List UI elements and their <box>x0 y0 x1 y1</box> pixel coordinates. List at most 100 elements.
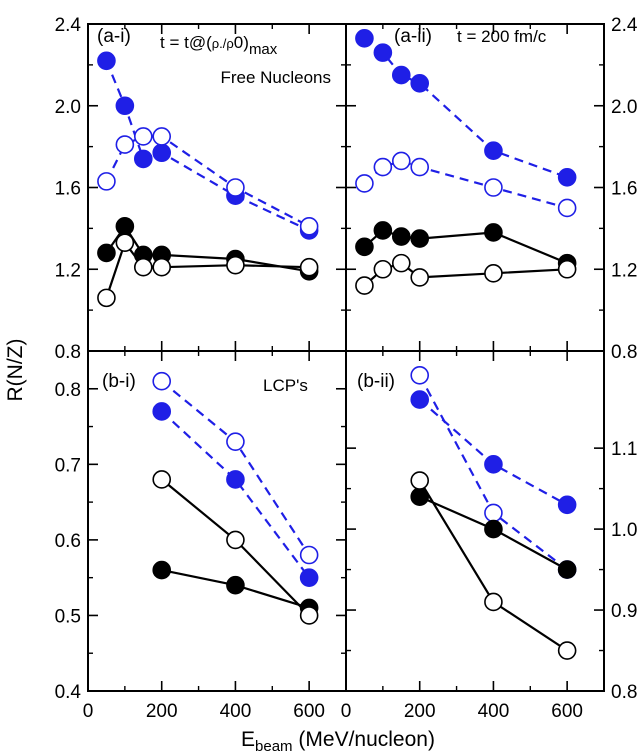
panel-a-ii-time-label: t = 200 fm/c <box>457 27 547 46</box>
panel-a-i-time-rho0: /ρ <box>223 36 234 51</box>
panel-a-i-series-3-point-0 <box>97 288 116 308</box>
panel-a-i-ytick-label-2: 1.6 <box>55 179 81 200</box>
panel-b-ii-series-2-point-0 <box>410 487 430 507</box>
panel-b-i-ytick-label-0: 0.4 <box>55 682 82 703</box>
panel-a-i-series-1-point-3 <box>152 127 172 146</box>
panel-a-ii-series-3-point-1 <box>373 259 393 279</box>
panel-b-i-series-0-line <box>160 410 310 579</box>
panel-a-i-series-1-point-5 <box>299 217 319 236</box>
panel-b-i-series-2-point-0 <box>152 560 172 580</box>
panel-a-ii-ytick-label-3: 2.0 <box>611 97 637 118</box>
panel-b-i-ytick-label-3: 0.7 <box>55 455 81 476</box>
panel-a-ii-series-1-point-0 <box>355 174 374 193</box>
panel-a-i-ytick-label-0: 0.8 <box>55 342 81 363</box>
panel-a-ii-ytick-label-2: 1.6 <box>611 179 637 200</box>
panel-a-i-series-3-point-1 <box>115 233 135 252</box>
panel-a-i-time-mid: . <box>219 36 223 51</box>
panel-a-i-series-3-point-2 <box>133 257 153 277</box>
panel-b-i: 0 200 400 600 0.4 0.5 0.6 0.7 0.8 <box>55 350 347 722</box>
panel-a-ii-series-3-point-5 <box>557 259 577 279</box>
panel-b-ii-frame <box>345 350 605 692</box>
panel-b-i-series-0-point-0 <box>152 402 172 421</box>
panel-a-i-time-pre: t = t@( <box>160 33 212 52</box>
panel-a-ii-series-3-point-4 <box>484 264 503 283</box>
panel-a-i-series-0-point-1 <box>115 96 135 116</box>
panel-a-ii-series-1-point-1 <box>373 157 393 177</box>
panel-b-ii-series-3-point-0 <box>410 471 430 490</box>
panel-b-ii-series-2-point-2 <box>557 560 577 579</box>
panel-b-ii-ytick-label-1: 0.9 <box>611 601 637 622</box>
panel-a-ii-series-0-point-3 <box>410 73 430 93</box>
panel-b-ii-ytick-label-3: 1.1 <box>611 439 637 460</box>
panel-a-ii-ytick-label-4: 2.4 <box>611 15 637 36</box>
panel-b-i-label: LCP's <box>263 376 308 395</box>
panel-b-ii: 0 200 400 600 0.8 0.9 1.0 1.1 <box>341 350 637 722</box>
panel-a-i-ytick-label-3: 2.0 <box>55 97 81 118</box>
panel-b-ii-ytick-label-0: 0.8 <box>611 682 637 703</box>
panel-a-ii-frame <box>345 23 605 352</box>
panel-a-i-series-2-point-1 <box>115 217 135 236</box>
panel-b-ii-series-0-point-1 <box>484 455 503 474</box>
panel-b-i-series-1-point-1 <box>226 432 245 451</box>
panel-b-i-series-1-point-0 <box>152 371 172 391</box>
panel-a-i-time-sub: max <box>249 41 278 58</box>
panel-a-ii-ytick-label-0: 0.8 <box>611 342 637 363</box>
panel-a-i-ytick-label-1: 1.2 <box>55 260 81 281</box>
panel-a-i-time-close: ) <box>243 33 249 52</box>
panel-b-i-series-3-point-0 <box>152 470 172 489</box>
panel-a-i-time-label: t = t@(ρ./ρ0)max <box>160 33 278 58</box>
panel-a-i-series-1-point-1 <box>115 135 135 154</box>
panel-a-ii-series-2-point-1 <box>373 221 393 240</box>
panel-b-i-series-2-point-1 <box>226 575 245 595</box>
panel-b-i-series-0-point-2 <box>299 568 319 587</box>
panel-a-i-series-3-point-5 <box>299 257 319 277</box>
panel-a-ii-series-0-point-0 <box>355 29 374 48</box>
panel-a-ii-series-1-point-3 <box>410 157 430 177</box>
panel-b-i-tag: (b-i) <box>102 371 136 392</box>
panel-b-i-series-1-point-2 <box>299 545 319 565</box>
panel-a-ii-series-2-point-4 <box>484 223 503 242</box>
panel-b-ii-series-3-point-2 <box>557 641 577 660</box>
panel-a-i-series-1-point-4 <box>226 178 245 197</box>
x-axis-title: Ebeam (MeV/nucleon) <box>241 728 435 755</box>
panel-a-i-series-1-line <box>105 135 310 228</box>
panel-b-i-series-0-point-1 <box>226 470 245 489</box>
panel-a-ii-series-0-point-2 <box>391 65 411 85</box>
panel-a-ii-series-0-point-5 <box>557 167 577 187</box>
panel-a-ii-series-3-point-2 <box>391 253 411 273</box>
panel-a-i-time-zero: 0 <box>234 33 243 52</box>
panel-a-ii-series-2-point-2 <box>391 227 411 246</box>
panel-a-i-series-2-point-0 <box>97 243 116 263</box>
y-axis-title: R(N/Z) <box>4 339 27 402</box>
panel-b-i-xtick-label-1: 200 <box>146 701 178 722</box>
panel-a-ii-series-1-point-5 <box>557 198 577 218</box>
panel-b-ii-xtick-label-1: 200 <box>404 701 436 722</box>
panel-b-ii-series-0-point-0 <box>410 390 430 409</box>
panel-a-ii: 0.8 1.2 1.6 2.0 2.4 <box>345 15 637 363</box>
panel-b-ii-series-1-point-0 <box>410 365 430 385</box>
panel-a-i-series-1-point-2 <box>133 127 153 146</box>
panel-a-i-series-3-point-4 <box>226 255 245 275</box>
panel-a-i-series-0-point-2 <box>133 149 153 169</box>
panel-b-i-xtick-label-3: 600 <box>293 701 325 722</box>
panel-a-i-series-0-point-0 <box>97 51 116 71</box>
panel-a-ii-series-1-point-2 <box>391 151 411 171</box>
panel-a-ii-series-3-point-3 <box>410 268 430 287</box>
panel-b-i-series-3-point-2 <box>299 606 319 625</box>
panel-a-ii-series-2-point-0 <box>355 237 374 257</box>
panel-a-i-ytick-label-4: 2.4 <box>55 15 82 36</box>
panel-b-i-xtick-label-2: 400 <box>220 701 252 722</box>
panel-a-i-series-3-point-3 <box>152 257 172 277</box>
panel-a-ii-series-2-point-3 <box>410 229 430 248</box>
panel-b-i-ytick-label-2: 0.6 <box>55 531 81 552</box>
panel-b-ii-xtick-label-0: 0 <box>341 701 352 722</box>
panel-b-i-frame <box>87 350 347 692</box>
panel-b-ii-xtick-label-2: 400 <box>478 701 510 722</box>
panel-a-i-series-0-point-3 <box>152 143 172 163</box>
panel-a-i-label: Free Nucleons <box>220 68 331 87</box>
panel-a-i-time-rho: ρ <box>212 36 219 51</box>
panel-a-ii-series-1-point-4 <box>484 178 503 197</box>
panel-b-ii-series-2-point-1 <box>484 519 503 539</box>
panel-a-i: 0.8 1.2 1.6 2.0 2.4 <box>55 15 347 363</box>
